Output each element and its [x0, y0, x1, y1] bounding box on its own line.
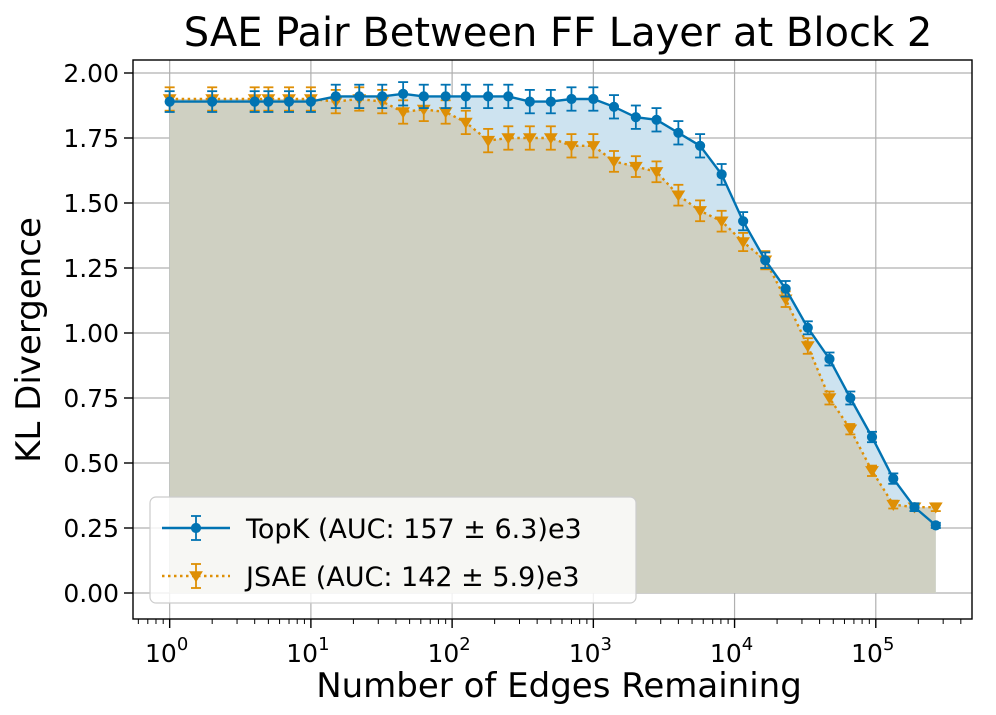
data-point [440, 91, 451, 102]
data-point [930, 520, 941, 531]
data-point [207, 96, 218, 107]
data-point [780, 283, 791, 294]
data-point [866, 431, 878, 443]
plot-frame [132, 59, 973, 620]
x-tick-label: 103 [569, 634, 612, 668]
data-point [845, 392, 856, 404]
data-point [909, 502, 920, 513]
y-tick-label: 2.00 [63, 59, 119, 88]
data-point [458, 117, 473, 129]
data-point [524, 96, 535, 107]
data-point [649, 167, 664, 179]
x-tick-label: 105 [851, 634, 894, 668]
data-point [630, 112, 641, 123]
data-point [886, 499, 901, 511]
data-point [354, 91, 365, 102]
data-point [693, 206, 707, 218]
data-point [503, 91, 514, 102]
y-tick-label: 1.75 [63, 124, 119, 153]
legend-marker [190, 522, 202, 534]
legend: TopK (AUC: 157 ± 6.3)e3 JSAE (AUC: 142 ± … [149, 496, 637, 604]
y-tick-label: 1.25 [63, 254, 119, 283]
data-point [586, 141, 601, 153]
x-tick-label: 100 [145, 634, 188, 668]
data-point [608, 101, 620, 112]
legend-box [149, 496, 637, 604]
series-topk [164, 81, 941, 531]
data-point [865, 466, 879, 478]
data-point [396, 107, 411, 119]
data-point [888, 473, 899, 484]
area-fills [169, 93, 936, 594]
data-point [545, 96, 556, 107]
data-point [522, 133, 537, 145]
data-point [418, 91, 429, 102]
y-tick-label: 1.50 [63, 189, 119, 218]
legend-marker [189, 571, 203, 583]
data-point [398, 88, 409, 99]
data-point [824, 353, 835, 365]
data-point [377, 91, 388, 102]
data-point [736, 237, 751, 249]
data-point [738, 216, 749, 227]
y-tick-label: 0.50 [63, 449, 119, 478]
data-point [249, 96, 260, 107]
data-point [716, 169, 727, 180]
x-tick-label: 104 [710, 634, 753, 668]
legend-label: JSAE (AUC: 142 ± 5.9)e3 [244, 562, 580, 593]
jsae-area-fill [169, 99, 936, 593]
data-point [566, 93, 577, 105]
data-point [802, 322, 813, 333]
y-axis-label: KL Divergence [9, 217, 49, 463]
y-tick-label: 0.75 [63, 384, 119, 413]
data-point [483, 91, 494, 102]
data-point [164, 96, 175, 107]
y-tick-label: 0.00 [63, 579, 119, 608]
data-point [564, 141, 579, 153]
legend-label: TopK (AUC: 157 ± 6.3)e3 [245, 514, 582, 545]
chart-title: SAE Pair Between FF Layer at Block 2 [184, 10, 933, 56]
data-point [694, 140, 706, 151]
x-tick-label: 101 [286, 634, 329, 668]
data-point [760, 255, 771, 266]
y-tick-label: 0.25 [63, 514, 119, 543]
y-tick-label: 1.00 [63, 319, 119, 348]
data-point [543, 133, 558, 145]
data-point [460, 91, 471, 102]
series-layer [162, 81, 943, 531]
data-point [673, 127, 684, 138]
data-point [671, 190, 686, 202]
legend-entry: TopK (AUC: 157 ± 6.3)e3 [162, 514, 582, 545]
data-point [651, 114, 662, 125]
data-point [628, 161, 643, 173]
data-point [800, 341, 815, 353]
data-point [928, 502, 943, 514]
data-point [714, 216, 729, 228]
axis-ticks: 100 101 102 103 104 105 0.00 0.25 0.50 0.75 1.00 1.… [63, 59, 962, 668]
data-point [822, 393, 837, 405]
data-point [481, 135, 496, 147]
data-point [607, 156, 621, 168]
data-point [588, 93, 599, 105]
data-point [330, 91, 341, 102]
data-point [283, 96, 295, 107]
x-axis-label: Number of Edges Remaining [316, 666, 802, 706]
data-point [843, 424, 858, 436]
data-point [501, 133, 516, 145]
data-point [305, 96, 316, 107]
data-point [263, 96, 274, 107]
legend-entry: JSAE (AUC: 142 ± 5.9)e3 [162, 562, 580, 593]
x-tick-label: 102 [427, 634, 470, 668]
